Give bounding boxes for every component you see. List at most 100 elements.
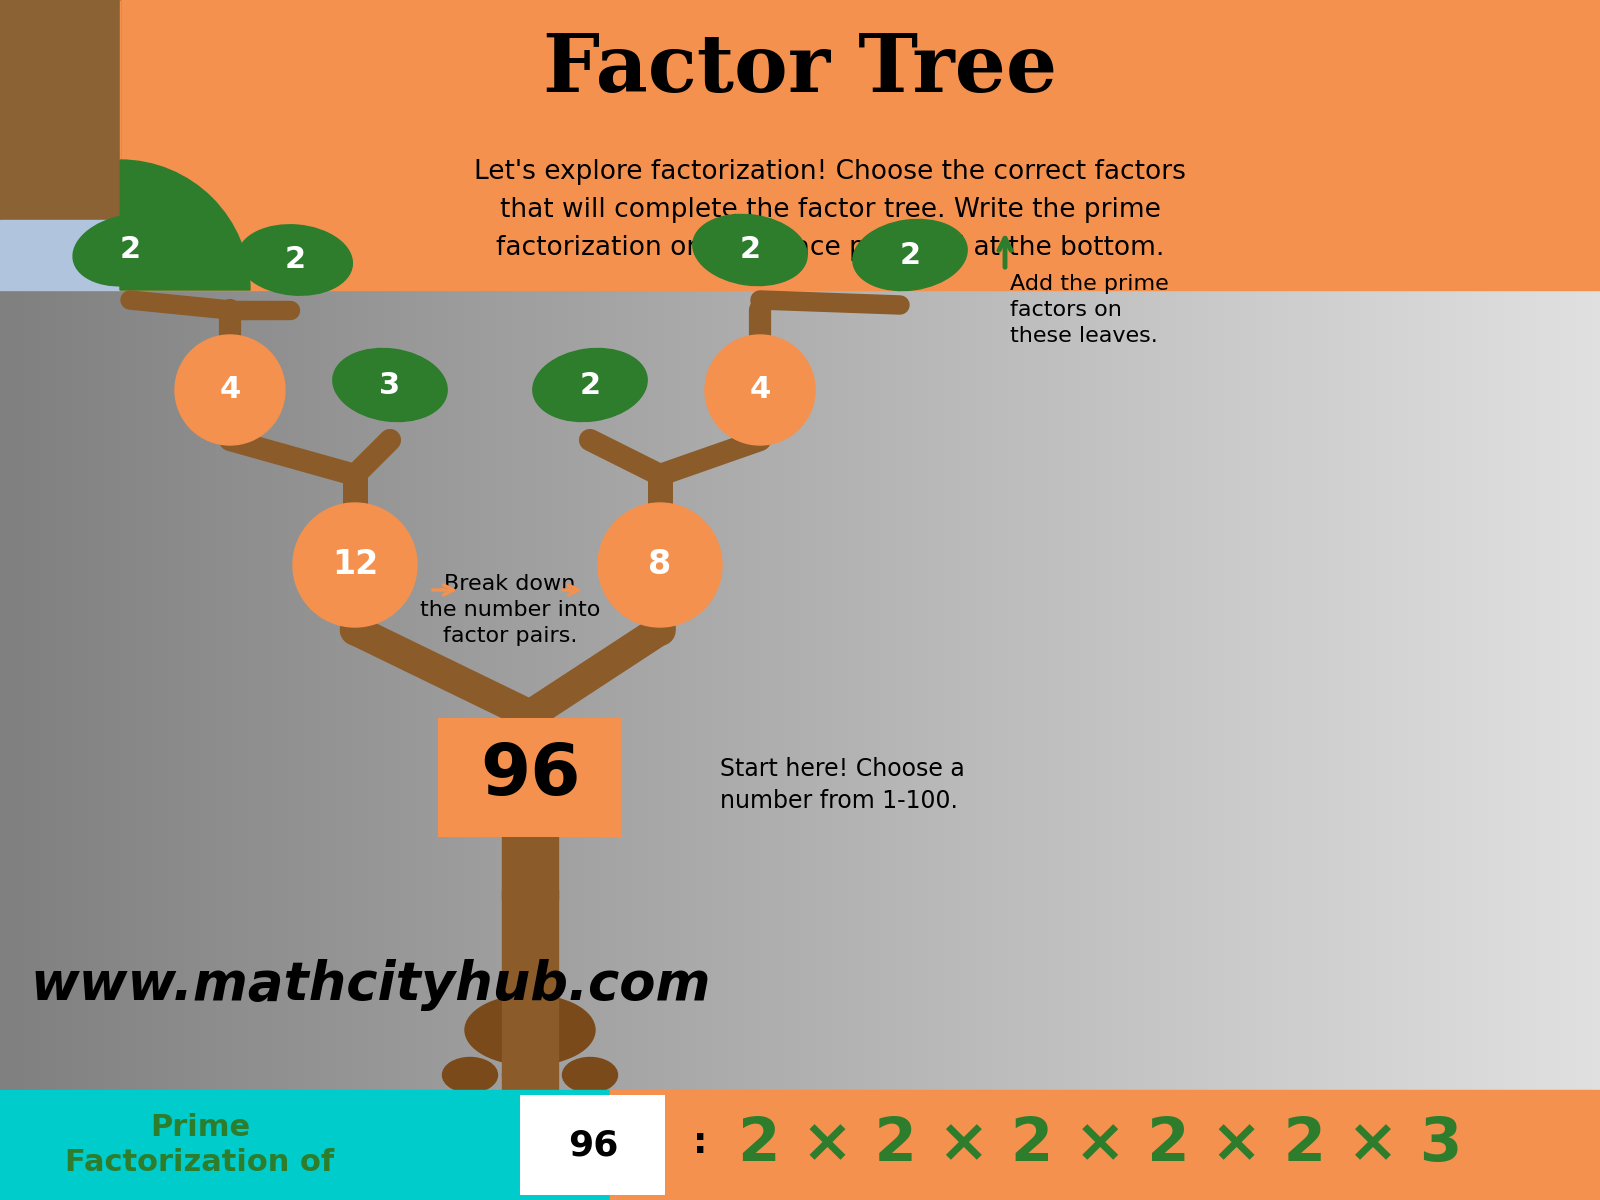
Bar — [312, 120, 320, 1100]
Bar — [0, 0, 120, 220]
Text: 2: 2 — [739, 235, 760, 264]
Bar — [944, 120, 952, 1100]
Bar — [1576, 120, 1584, 1100]
Bar — [1512, 120, 1520, 1100]
Bar — [1328, 120, 1336, 1100]
Bar — [952, 120, 960, 1100]
Bar — [680, 120, 688, 1100]
Bar — [1424, 120, 1432, 1100]
Bar — [1112, 120, 1120, 1100]
Bar — [120, 0, 1600, 290]
Bar — [984, 120, 992, 1100]
Bar — [40, 120, 48, 1100]
Bar — [576, 120, 584, 1100]
Bar — [960, 120, 968, 1100]
Bar — [1352, 120, 1360, 1100]
Bar — [320, 120, 328, 1100]
Bar — [1048, 120, 1056, 1100]
Bar — [1312, 120, 1320, 1100]
Bar — [1376, 120, 1384, 1100]
Bar — [720, 120, 728, 1100]
Bar — [1504, 120, 1512, 1100]
Bar — [696, 120, 704, 1100]
Bar — [1520, 120, 1528, 1100]
Bar — [0, 120, 8, 1100]
Bar — [904, 120, 912, 1100]
Bar — [488, 120, 496, 1100]
Bar — [144, 120, 152, 1100]
Bar — [768, 120, 776, 1100]
Bar — [1272, 120, 1280, 1100]
Bar — [1288, 120, 1296, 1100]
Bar — [1072, 120, 1080, 1100]
Bar — [824, 120, 832, 1100]
Bar — [408, 120, 416, 1100]
Text: Let's explore factorization! Choose the correct factors
that will complete the f: Let's explore factorization! Choose the … — [474, 158, 1186, 260]
Ellipse shape — [693, 215, 806, 286]
Text: Break down
the number into
factor pairs.: Break down the number into factor pairs. — [419, 574, 600, 647]
Bar — [72, 120, 80, 1100]
Bar — [920, 120, 928, 1100]
Bar — [1000, 120, 1008, 1100]
Bar — [584, 120, 592, 1100]
Bar — [1584, 120, 1592, 1100]
Text: Prime
Factorization of: Prime Factorization of — [66, 1112, 334, 1177]
Bar — [1176, 120, 1184, 1100]
Bar — [1168, 120, 1176, 1100]
Bar — [1536, 120, 1544, 1100]
Bar — [224, 120, 232, 1100]
Bar — [160, 120, 168, 1100]
Ellipse shape — [533, 348, 646, 421]
Bar — [328, 120, 336, 1100]
Bar — [136, 120, 144, 1100]
Text: Start here! Choose a
number from 1-100.: Start here! Choose a number from 1-100. — [720, 757, 965, 812]
Bar — [648, 120, 656, 1100]
Bar — [1592, 120, 1600, 1100]
Bar — [1448, 120, 1456, 1100]
Bar — [568, 120, 576, 1100]
Bar — [352, 120, 360, 1100]
Bar — [1296, 120, 1304, 1100]
Bar — [1528, 120, 1536, 1100]
Bar — [1136, 120, 1144, 1100]
Bar — [296, 120, 304, 1100]
Bar — [336, 120, 344, 1100]
Bar — [896, 120, 904, 1100]
Bar — [128, 120, 136, 1100]
Text: 2 × 2 × 2 × 2 × 2 × 3: 2 × 2 × 2 × 2 × 2 × 3 — [738, 1116, 1462, 1175]
Bar — [592, 120, 600, 1100]
Bar — [560, 120, 568, 1100]
Bar — [1432, 120, 1440, 1100]
Text: www.mathcityhub.com: www.mathcityhub.com — [30, 959, 710, 1010]
Bar — [304, 120, 312, 1100]
Bar — [784, 120, 792, 1100]
Text: 4: 4 — [749, 376, 771, 404]
Bar — [632, 120, 640, 1100]
Bar — [200, 120, 208, 1100]
Text: 2: 2 — [899, 240, 920, 270]
Bar — [1120, 120, 1128, 1100]
Ellipse shape — [333, 348, 446, 421]
Bar — [496, 120, 504, 1100]
Bar — [1360, 120, 1368, 1100]
Bar — [424, 120, 432, 1100]
Bar — [552, 120, 560, 1100]
Bar — [792, 120, 800, 1100]
Bar — [8, 120, 16, 1100]
Ellipse shape — [74, 214, 187, 286]
Bar — [1144, 120, 1152, 1100]
Ellipse shape — [443, 1057, 498, 1092]
Bar — [1128, 120, 1136, 1100]
Bar — [184, 120, 192, 1100]
Bar — [1216, 120, 1224, 1100]
Bar — [1472, 120, 1480, 1100]
Bar — [1064, 120, 1072, 1100]
Bar — [1248, 120, 1256, 1100]
Bar — [1400, 120, 1408, 1100]
Bar — [368, 120, 376, 1100]
Bar — [88, 120, 96, 1100]
Bar — [1488, 120, 1496, 1100]
Bar — [208, 120, 216, 1100]
Bar — [864, 120, 872, 1100]
Bar — [512, 120, 520, 1100]
